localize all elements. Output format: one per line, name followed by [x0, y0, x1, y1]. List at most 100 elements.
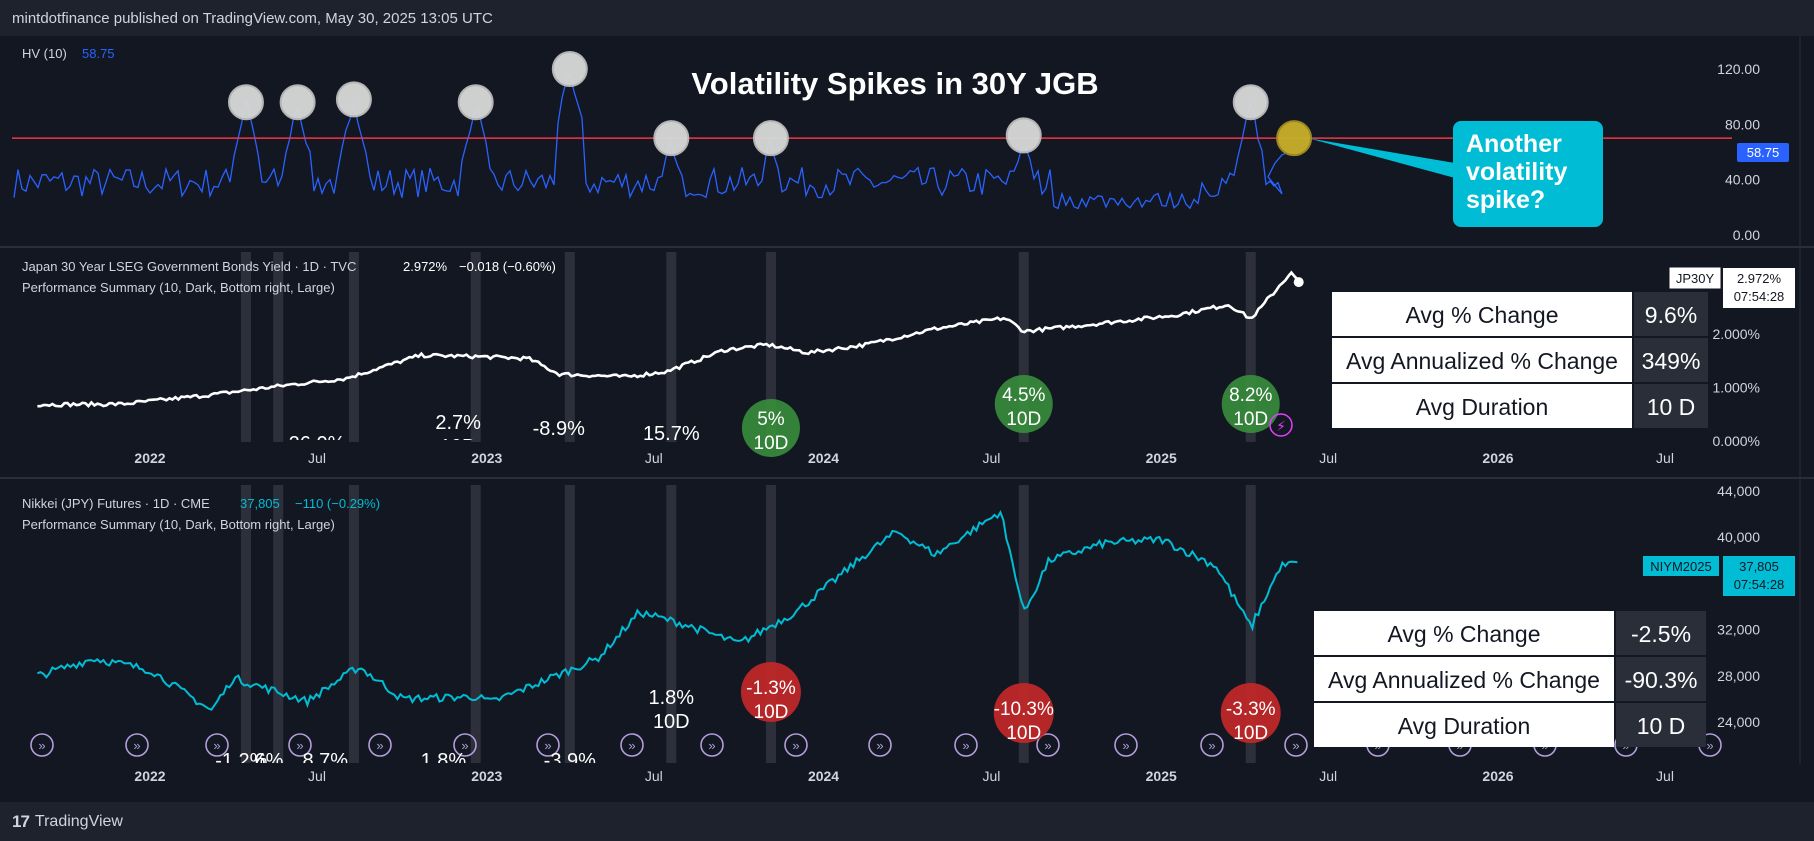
nikkei-summary-label: Avg Duration	[1398, 713, 1531, 739]
hv-y-tick: 120.00	[1717, 61, 1760, 77]
event-bar	[240, 252, 251, 442]
event-bar	[765, 252, 776, 442]
hv-series-line	[13, 71, 1286, 210]
event-bar	[1018, 485, 1029, 763]
spike-marker[interactable]	[551, 51, 588, 87]
replay-glyph: »	[792, 738, 799, 753]
replay-icon[interactable]	[620, 733, 644, 757]
spike-marker[interactable]	[1232, 84, 1269, 121]
nikkei-summary-label: Avg Annualized % Change	[1328, 667, 1600, 693]
replay-icon[interactable]	[536, 733, 560, 757]
replay-icon[interactable]	[1200, 733, 1224, 757]
replay-icon[interactable]	[700, 733, 724, 757]
replay-glyph: »	[1706, 738, 1713, 753]
jgb-summary-value-cell	[1634, 338, 1708, 382]
event-bar	[348, 485, 359, 763]
callout-text: Another	[1466, 130, 1562, 158]
nikkei-price-tag-text: 37,805	[1739, 559, 1779, 574]
replay-icon[interactable]	[125, 733, 149, 757]
replay-glyph: »	[38, 738, 45, 753]
replay-glyph: »	[213, 738, 220, 753]
callout-text: spike?	[1466, 186, 1545, 214]
jgb-event-badge[interactable]	[1221, 375, 1280, 433]
nikkei-legend-price: 37,805	[240, 496, 280, 511]
jgb-summary-label: Avg % Change	[1405, 302, 1558, 328]
nikkei-summary-value-cell	[1616, 703, 1706, 747]
spike-marker[interactable]	[1276, 120, 1313, 157]
lightning-icon[interactable]	[1269, 413, 1293, 437]
replay-icon[interactable]	[368, 733, 392, 757]
jgb-event-pct: 15.7%	[643, 423, 700, 445]
spike-marker[interactable]	[457, 84, 494, 121]
replay-icon[interactable]	[1284, 733, 1308, 757]
nikkei-event-badge[interactable]	[993, 683, 1054, 743]
event-bar	[666, 485, 677, 763]
nikkei-y-tick: 32,000	[1717, 622, 1760, 638]
jgb-series-line	[37, 270, 1299, 409]
nk-x-tick: Jul	[308, 768, 326, 784]
replay-icon[interactable]	[205, 733, 229, 757]
jgb-event-pct: 26.0%	[289, 433, 346, 455]
callout-text: volatility	[1466, 158, 1568, 186]
event-bar	[666, 252, 677, 442]
nk-x-tick: 2026	[1482, 768, 1513, 784]
tradingview-logo-icon: 17	[12, 812, 30, 831]
nikkei-event-badge[interactable]	[740, 662, 801, 722]
nikkei-summary-label-cell	[1314, 611, 1614, 655]
jgb-legend-indicator: Performance Summary (10, Dark, Bottom ri…	[22, 280, 335, 295]
spike-marker[interactable]	[752, 120, 789, 157]
nikkei-event-badge[interactable]	[1220, 683, 1281, 743]
jgb-x-tick: 2023	[471, 450, 502, 466]
hv-y-tick: 80.00	[1725, 116, 1760, 132]
jgb-x-tick: Jul	[983, 450, 1001, 466]
jgb-x-tick: Jul	[645, 450, 663, 466]
nk-x-tick: 2024	[808, 768, 839, 784]
nk-x-tick: Jul	[1319, 768, 1337, 784]
nikkei-summary-value: 10 D	[1637, 713, 1686, 739]
nk-x-tick: 2023	[471, 768, 502, 784]
replay-icon[interactable]	[954, 733, 978, 757]
jgb-event-pct: 5%	[757, 409, 785, 430]
event-bar	[348, 252, 359, 442]
nk-x-tick: Jul	[983, 768, 1001, 784]
jgb-summary-value: 10 D	[1647, 394, 1696, 420]
jgb-price-tag-time: 07:54:28	[1734, 289, 1785, 304]
jgb-legend-title: Japan 30 Year LSEG Government Bonds Yiel…	[22, 259, 356, 274]
nikkei-legend-title: Nikkei (JPY) Futures · 1D · CME	[22, 496, 210, 511]
hv-price-tag-text: 58.75	[1747, 145, 1780, 160]
event-bar	[1018, 252, 1029, 442]
nikkei-legend-indicator: Performance Summary (10, Dark, Bottom ri…	[22, 517, 335, 532]
replay-icon[interactable]	[288, 733, 312, 757]
nk-x-tick: Jul	[1656, 768, 1674, 784]
jgb-event-badge[interactable]	[994, 375, 1053, 433]
spike-marker[interactable]	[279, 84, 316, 121]
replay-icon[interactable]	[453, 733, 477, 757]
spike-marker[interactable]	[653, 120, 690, 157]
replay-icon[interactable]	[1114, 733, 1138, 757]
callout-box[interactable]	[1453, 121, 1603, 227]
spike-marker[interactable]	[335, 81, 372, 118]
event-bar	[240, 485, 251, 763]
chart-canvas[interactable]: 2022 Jul 2023 Jul 2024 Jul 2025 Jul 2026 Jul 2022 J…	[0, 36, 1814, 802]
jgb-price-tag-text: 2.972%	[1737, 271, 1782, 286]
nikkei-event-pct: 8.7%	[303, 750, 349, 772]
jgb-x-tick: Jul	[308, 450, 326, 466]
jgb-event-badge[interactable]	[741, 399, 800, 457]
replay-icon[interactable]	[30, 733, 54, 757]
jgb-price-tag	[1723, 268, 1795, 308]
event-bar	[564, 485, 575, 763]
jgb-summary-label-cell	[1332, 384, 1632, 428]
jgb-summary-label-cell	[1332, 338, 1632, 382]
spike-marker[interactable]	[1005, 117, 1042, 154]
replay-icon[interactable]	[784, 733, 808, 757]
brand[interactable]: 17 TradingView	[12, 812, 123, 832]
publish-bar: mintdotfinance published on TradingView.…	[0, 0, 1814, 36]
nikkei-y-tick: 44,000	[1717, 483, 1760, 499]
replay-icon[interactable]	[1036, 733, 1060, 757]
event-bar	[765, 485, 776, 763]
publish-line: mintdotfinance published on TradingView.…	[12, 10, 493, 27]
spike-marker[interactable]	[227, 84, 264, 121]
replay-icon[interactable]	[868, 733, 892, 757]
jgb-summary-value-cell	[1634, 292, 1708, 336]
nikkei-event-pct: -3.3%	[1226, 699, 1276, 720]
